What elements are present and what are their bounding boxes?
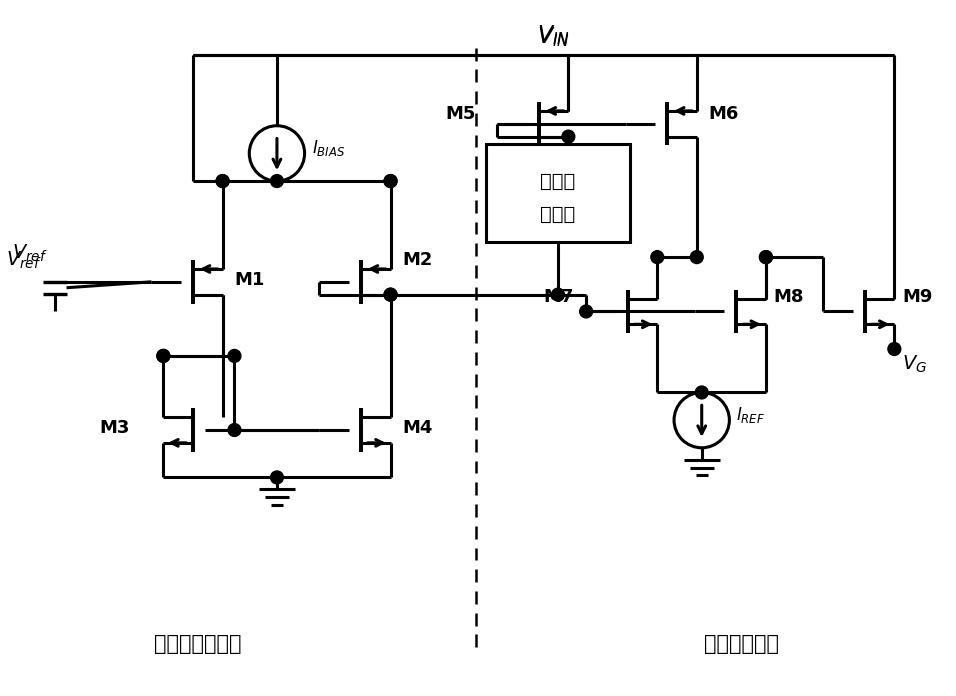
Circle shape [157,349,170,363]
Circle shape [552,288,564,301]
Circle shape [759,251,772,264]
Text: M8: M8 [773,287,804,306]
Circle shape [271,471,283,484]
Circle shape [157,349,170,363]
Circle shape [759,251,772,264]
Text: 电压跟随器单元: 电压跟随器单元 [154,634,242,654]
Circle shape [888,342,901,356]
Text: M1: M1 [234,271,265,289]
Circle shape [579,305,593,318]
Text: M6: M6 [708,105,739,123]
Circle shape [695,386,708,399]
Text: 采样电: 采样电 [540,171,576,191]
Circle shape [216,175,229,187]
Circle shape [271,175,283,187]
Text: M2: M2 [402,251,433,269]
Text: M7: M7 [544,287,574,306]
Text: $V_{IN}$: $V_{IN}$ [537,25,570,49]
Text: $I_{BIAS}$: $I_{BIAS}$ [312,139,345,159]
Circle shape [384,288,397,301]
Circle shape [228,424,241,436]
Text: $V_{ref}$: $V_{ref}$ [12,243,48,264]
Text: $V_{IN}$: $V_{IN}$ [537,23,570,47]
Circle shape [384,288,397,301]
Circle shape [228,349,241,363]
Text: $V_G$: $V_G$ [902,354,927,375]
Circle shape [651,251,663,264]
Text: $I_{REF}$: $I_{REF}$ [736,405,766,425]
Text: M4: M4 [402,419,433,437]
Text: M9: M9 [902,287,933,306]
Circle shape [216,175,229,187]
Circle shape [384,175,397,187]
Text: $V_{ref}$: $V_{ref}$ [6,249,42,271]
Text: 流电路: 流电路 [540,205,576,224]
Bar [487,143,630,242]
Circle shape [690,251,704,264]
Circle shape [562,130,575,143]
Text: M3: M3 [99,419,129,437]
Text: 可变电压单元: 可变电压单元 [704,634,779,654]
Text: M5: M5 [445,105,475,123]
Circle shape [384,175,397,187]
